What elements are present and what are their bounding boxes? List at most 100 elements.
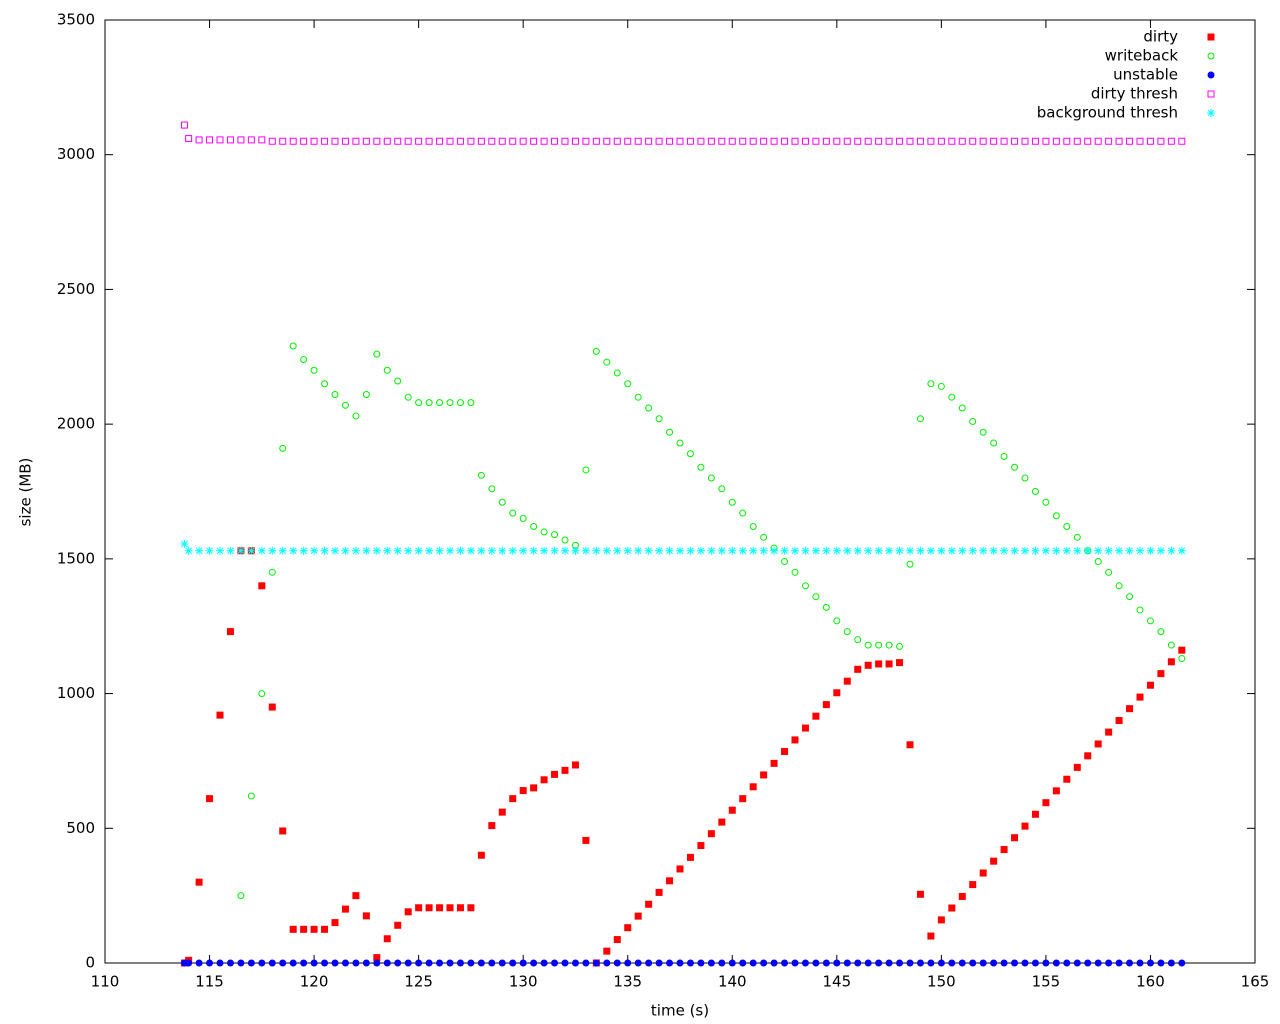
data-point (373, 954, 381, 962)
data-point (937, 959, 945, 967)
data-point (530, 523, 538, 531)
data-point (812, 959, 820, 967)
legend-marker (1207, 33, 1215, 41)
data-point (1156, 546, 1165, 555)
data-point (1073, 137, 1081, 145)
data-point (1115, 959, 1123, 967)
data-point (551, 959, 559, 967)
data-point (603, 959, 611, 967)
data-point (948, 904, 956, 912)
data-point (279, 137, 287, 145)
data-point (320, 546, 329, 555)
data-point (1105, 728, 1113, 736)
data-point (404, 393, 412, 401)
data-point (948, 393, 956, 401)
data-point (456, 959, 464, 967)
data-point (477, 546, 486, 555)
data-point (467, 137, 475, 145)
legend-label: background thresh (1037, 104, 1178, 122)
data-point (383, 546, 392, 555)
data-point (843, 137, 851, 145)
y-tick-label: 3000 (57, 145, 95, 163)
data-point (519, 137, 527, 145)
data-point (446, 959, 454, 967)
data-point (268, 137, 276, 145)
data-point (394, 921, 402, 929)
data-point (268, 703, 276, 711)
data-point (634, 137, 642, 145)
data-point (760, 771, 768, 779)
data-point (1021, 822, 1029, 830)
data-point (540, 959, 548, 967)
data-point (602, 546, 611, 555)
data-point (1084, 752, 1092, 760)
data-point (728, 137, 736, 145)
data-point (488, 485, 496, 493)
data-point (300, 355, 308, 363)
data-point (373, 350, 381, 358)
x-tick-label: 135 (613, 973, 642, 991)
data-point (185, 959, 193, 967)
data-point (843, 959, 851, 967)
data-point (728, 959, 736, 967)
data-point (581, 546, 590, 555)
data-point (446, 137, 454, 145)
data-point (1167, 137, 1175, 145)
data-point (1094, 546, 1103, 555)
data-point (415, 904, 423, 912)
data-point (362, 959, 370, 967)
data-point (1073, 959, 1081, 967)
data-point (592, 546, 601, 555)
data-point (237, 892, 245, 900)
data-point (519, 514, 527, 522)
data-point (613, 546, 622, 555)
data-point (446, 546, 454, 555)
data-point (509, 795, 517, 803)
data-point (989, 546, 998, 555)
data-point (435, 546, 444, 555)
data-point (634, 912, 642, 920)
data-point (885, 660, 893, 668)
data-point (1000, 137, 1008, 145)
data-point (843, 546, 852, 555)
data-point (362, 137, 370, 145)
data-point (1084, 137, 1092, 145)
data-point (446, 399, 454, 407)
data-point (1136, 546, 1144, 555)
data-point (1167, 641, 1175, 649)
data-point (488, 959, 496, 967)
data-point (1042, 137, 1050, 145)
data-point (331, 959, 339, 967)
data-point (781, 137, 789, 145)
data-point (875, 641, 883, 649)
data-point (1083, 546, 1092, 555)
data-point (1105, 568, 1113, 576)
x-tick-label: 125 (404, 973, 433, 991)
data-point (415, 399, 423, 407)
data-point (415, 959, 423, 967)
data-point (624, 380, 632, 388)
data-point (540, 546, 549, 555)
data-point (582, 836, 590, 844)
data-point (739, 137, 747, 145)
data-point (226, 628, 234, 636)
data-point (1126, 593, 1134, 601)
data-point (990, 959, 998, 967)
data-point (613, 369, 621, 377)
data-point (927, 932, 935, 940)
legend-marker (1207, 90, 1215, 98)
data-point (477, 959, 485, 967)
data-point (519, 959, 527, 967)
data-point (822, 959, 830, 967)
data-point (1105, 959, 1113, 967)
data-point (833, 689, 841, 697)
data-point (1115, 137, 1123, 145)
data-point (655, 959, 663, 967)
data-point (289, 546, 298, 555)
data-point (519, 546, 528, 555)
data-point (791, 568, 799, 576)
data-point (906, 137, 914, 145)
data-point (1115, 582, 1123, 590)
data-point (321, 925, 329, 933)
data-point (394, 377, 402, 385)
